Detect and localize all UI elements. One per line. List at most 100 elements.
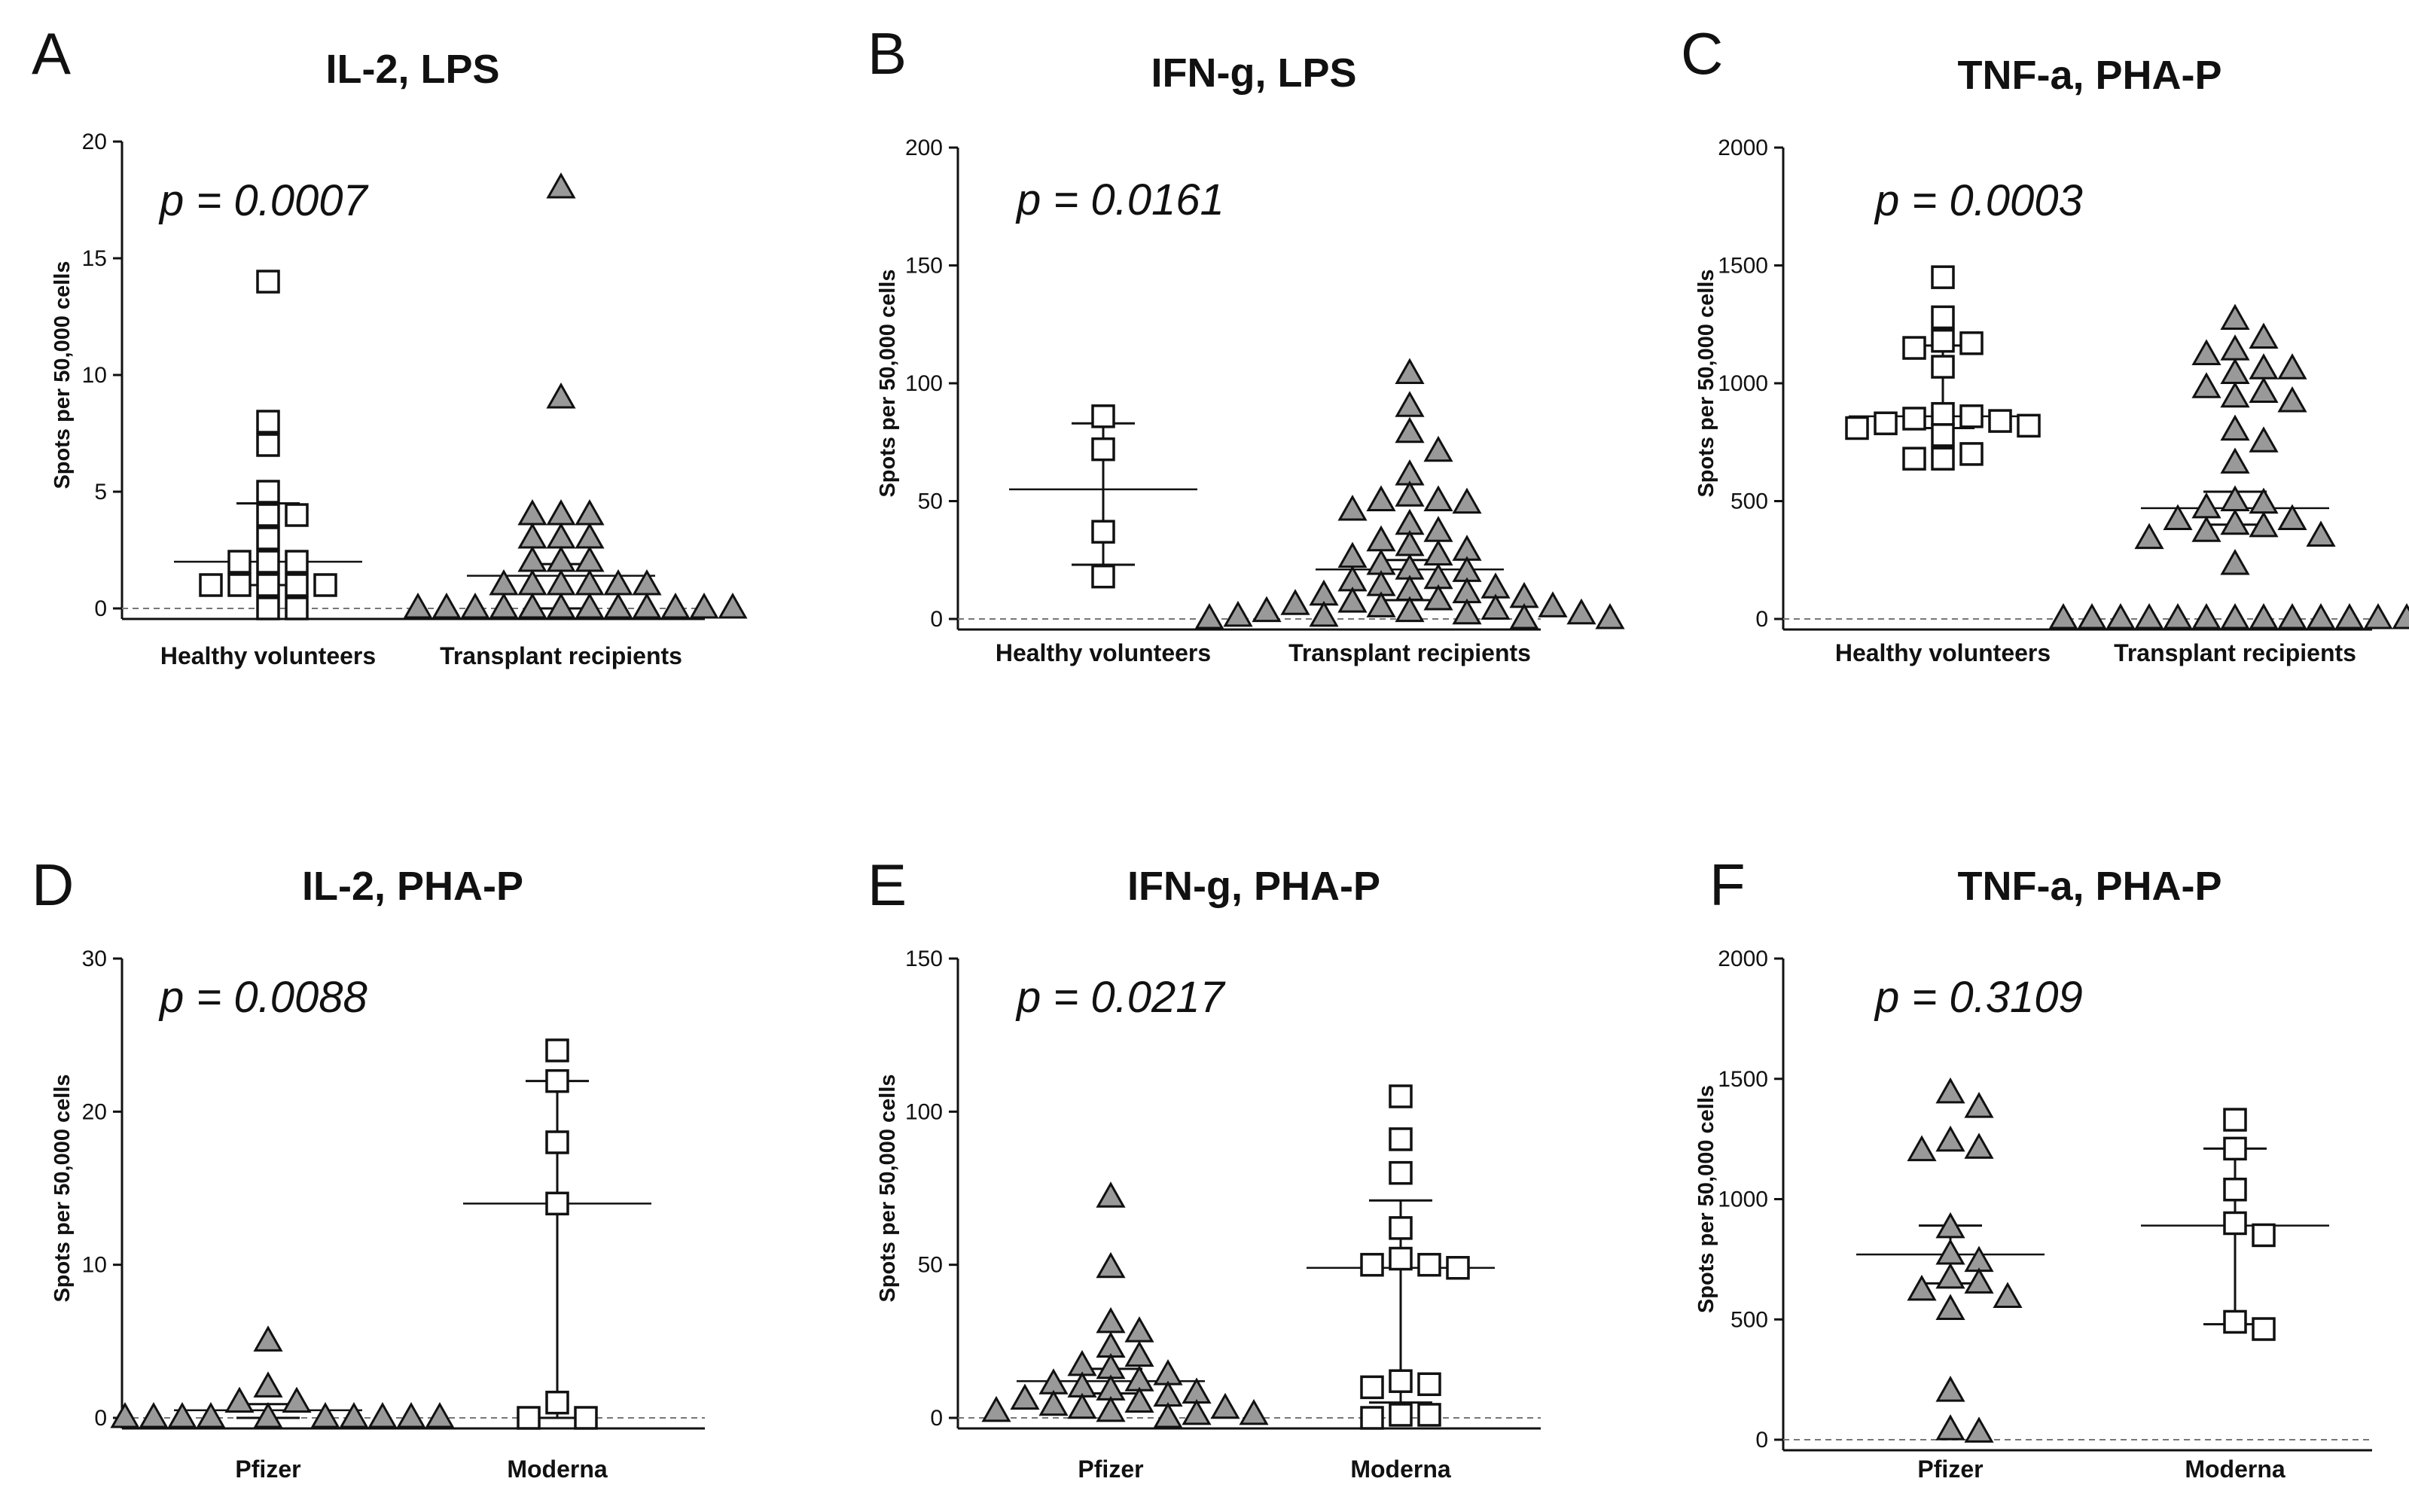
panel-letter: F: [1709, 852, 1746, 918]
data-point-triangle: [1964, 1132, 1994, 1159]
data-point-square: [285, 503, 309, 527]
x-category-label: Moderna: [507, 1456, 608, 1483]
data-point-triangle: [1935, 1238, 1965, 1265]
data-point-square: [2223, 1309, 2247, 1334]
data-point-triangle: [1566, 598, 1596, 625]
data-point-square: [1389, 1246, 1413, 1271]
p-value: p = 0.0003: [1874, 176, 2083, 225]
data-point-square: [545, 1038, 569, 1062]
chart-title: IL-2, PHA-P: [302, 864, 523, 909]
series-square: [1845, 265, 2041, 471]
data-point-triangle: [1395, 596, 1425, 623]
data-point-triangle: [282, 1386, 312, 1413]
data-point-square: [256, 270, 280, 294]
data-point-triangle: [2220, 414, 2250, 441]
data-point-square: [1091, 564, 1115, 589]
data-point-square: [1389, 1216, 1413, 1240]
data-point-triangle: [1337, 587, 1368, 613]
data-point-triangle: [1182, 1398, 1212, 1425]
data-point-square: [2017, 413, 2041, 438]
data-point-triangle: [2277, 353, 2307, 380]
panel-letter: E: [868, 852, 907, 918]
y-tick-label: 20: [82, 1099, 107, 1124]
data-point-triangle: [196, 1401, 226, 1428]
data-point-triangle: [1067, 1392, 1097, 1419]
data-point-square: [545, 1390, 569, 1415]
series-square: [1009, 404, 1197, 589]
data-point-square: [2223, 1136, 2247, 1161]
data-point-triangle: [1366, 485, 1396, 511]
chart-title: TNF-a, PHA-P: [1958, 53, 2222, 98]
series-square: [463, 1038, 651, 1430]
data-point-triangle: [2163, 602, 2193, 629]
data-point-triangle: [546, 382, 576, 409]
data-point-triangle: [1538, 591, 1568, 617]
data-point-triangle: [1907, 1274, 1937, 1301]
data-point-square: [256, 433, 280, 457]
series-square: [2141, 1108, 2329, 1341]
data-point-square: [1091, 404, 1115, 428]
data-point-triangle: [396, 1401, 426, 1428]
data-point-triangle: [2220, 548, 2250, 575]
y-tick-label: 500: [1731, 1307, 1768, 1332]
data-point-triangle: [1423, 485, 1453, 511]
data-point-square: [1417, 1372, 1441, 1397]
series-triangle: [981, 1181, 1269, 1428]
series-square: [1307, 1084, 1495, 1430]
data-point-triangle: [1595, 602, 1625, 629]
data-point-triangle: [1337, 494, 1368, 521]
data-point-triangle: [1452, 487, 1482, 514]
x-category-label: Healthy volunteers: [1835, 639, 2051, 666]
data-point-square: [285, 596, 309, 620]
data-point-square: [545, 1068, 569, 1093]
y-tick-label: 100: [905, 1099, 943, 1124]
data-point-square: [256, 550, 280, 574]
data-point-square: [1902, 407, 1926, 431]
data-point-triangle: [1124, 1386, 1154, 1413]
data-point-triangle: [1452, 598, 1482, 625]
data-point-square: [1389, 1369, 1413, 1393]
data-point-triangle: [1423, 539, 1453, 565]
data-point-triangle: [1337, 541, 1368, 569]
data-point-triangle: [632, 592, 662, 619]
data-point-square: [1389, 1127, 1413, 1151]
data-point-triangle: [253, 1325, 283, 1352]
data-point-square: [1446, 1255, 1470, 1280]
data-point-square: [227, 550, 252, 574]
panel-letter: C: [1681, 20, 1723, 87]
data-point-triangle: [2249, 602, 2279, 629]
x-category-label: Transplant recipients: [2114, 639, 2356, 666]
chart-title: TNF-a, PHA-P: [1958, 864, 2222, 909]
data-point-triangle: [1210, 1392, 1240, 1419]
y-tick-label: 500: [1731, 489, 1768, 514]
data-point-triangle: [139, 1401, 169, 1428]
p-value: p = 0.0161: [1015, 175, 1224, 224]
y-tick-label: 1000: [1718, 1187, 1768, 1212]
data-point-square: [256, 596, 280, 620]
data-point-triangle: [2191, 602, 2221, 629]
data-point-square: [313, 573, 337, 597]
data-point-square: [1902, 336, 1926, 360]
data-point-triangle: [575, 498, 605, 526]
data-point-triangle: [2249, 322, 2279, 349]
data-point-triangle: [1964, 1416, 1994, 1443]
data-point-triangle: [718, 592, 748, 619]
data-point-triangle: [1907, 1135, 1937, 1162]
data-point-triangle: [1480, 593, 1511, 620]
series-square: [174, 270, 362, 620]
data-point-square: [1931, 401, 1955, 426]
data-point-triangle: [339, 1401, 369, 1428]
data-point-triangle: [2334, 602, 2365, 629]
data-point-triangle: [1395, 480, 1425, 507]
y-axis-label: Spots per 50,000 cells: [50, 1074, 75, 1302]
data-point-triangle: [517, 545, 547, 572]
data-point-triangle: [1935, 1262, 1965, 1289]
panel-d: D IL-2, PHA-P p = 0.0088 Spots per 50,000 c…: [32, 852, 705, 1483]
y-tick-label: 0: [930, 607, 943, 632]
data-point-square: [2223, 1108, 2247, 1132]
data-point-square: [1959, 442, 1984, 466]
x-category-label: Transplant recipients: [440, 642, 682, 669]
data-point-square: [256, 503, 280, 527]
data-point-triangle: [2191, 516, 2221, 542]
